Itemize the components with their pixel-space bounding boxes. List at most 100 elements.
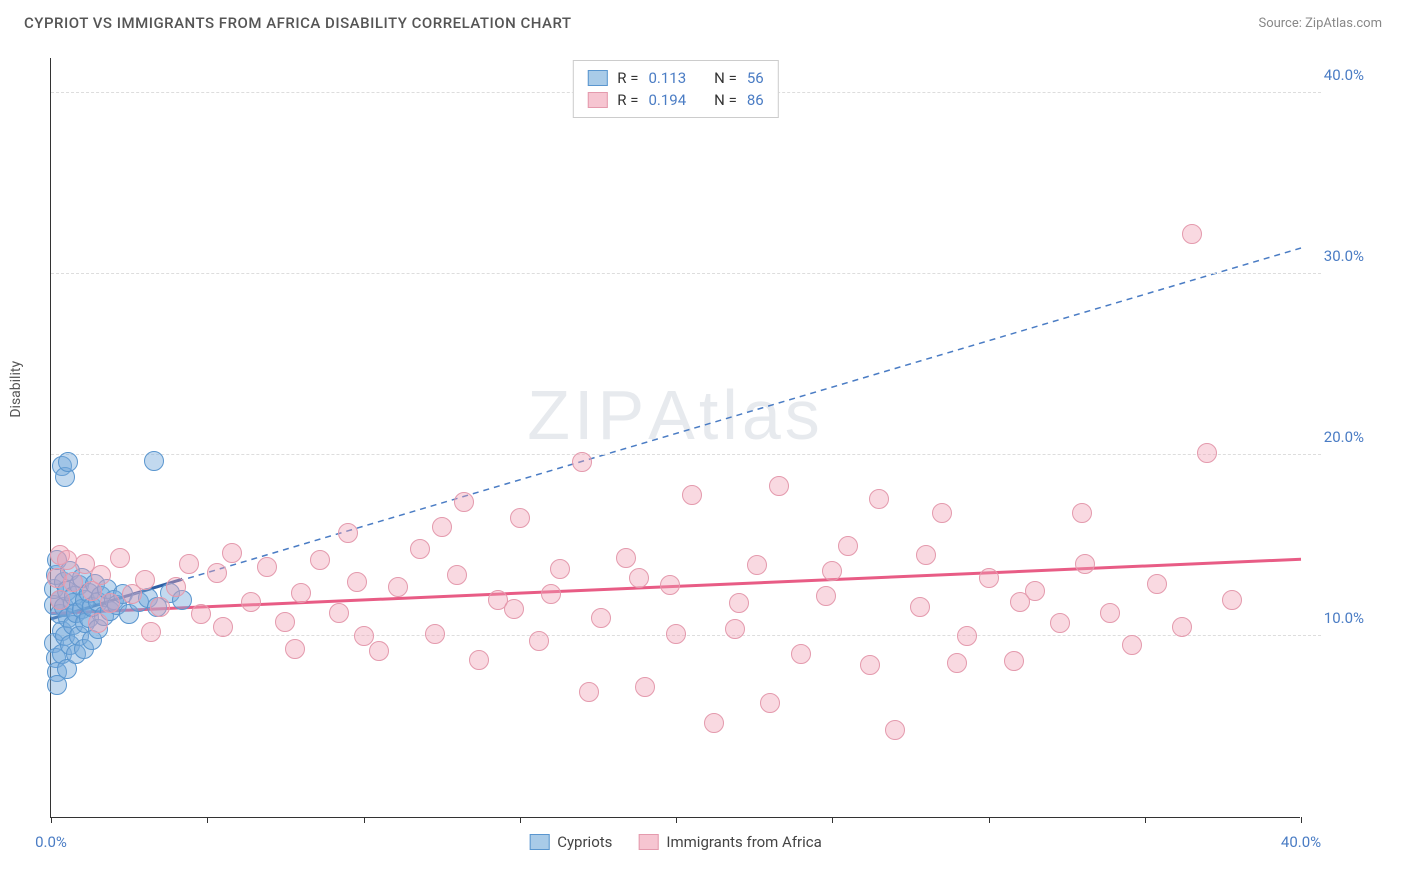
data-point xyxy=(369,641,389,661)
data-point xyxy=(869,489,889,509)
legend-label: Immigrants from Africa xyxy=(666,833,821,851)
data-point xyxy=(885,720,905,740)
data-point xyxy=(660,575,680,595)
data-point xyxy=(213,617,233,637)
data-point xyxy=(410,539,430,559)
gridline xyxy=(51,454,1321,455)
data-point xyxy=(100,593,120,613)
n-value-cypriots: 56 xyxy=(747,69,764,87)
data-point xyxy=(591,608,611,628)
data-point xyxy=(447,565,467,585)
swatch-cypriots xyxy=(587,70,607,86)
data-point xyxy=(725,619,745,639)
legend-item-africa: Immigrants from Africa xyxy=(638,833,821,851)
data-point xyxy=(1075,554,1095,574)
data-point xyxy=(454,492,474,512)
data-point xyxy=(579,682,599,702)
data-point xyxy=(729,593,749,613)
data-point xyxy=(572,452,592,472)
data-point xyxy=(310,550,330,570)
chart-title: CYPRIOT VS IMMIGRANTS FROM AFRICA DISABI… xyxy=(24,14,572,32)
n-value-africa: 86 xyxy=(747,91,764,109)
data-point xyxy=(63,572,83,592)
y-tick-label: 30.0% xyxy=(1324,247,1364,265)
data-point xyxy=(285,639,305,659)
data-point xyxy=(541,584,561,604)
correlation-legend: R = 0.113 N = 56 R = 0.194 N = 86 xyxy=(572,60,778,118)
series-legend: Cypriots Immigrants from Africa xyxy=(529,833,822,851)
y-tick-label: 20.0% xyxy=(1324,428,1364,446)
data-point xyxy=(529,631,549,651)
data-point xyxy=(57,550,77,570)
data-point xyxy=(329,603,349,623)
data-point xyxy=(275,612,295,632)
x-tick xyxy=(676,817,677,823)
data-point xyxy=(207,563,227,583)
y-tick-label: 10.0% xyxy=(1324,609,1364,627)
data-point xyxy=(432,517,452,537)
data-point xyxy=(747,555,767,575)
data-point xyxy=(504,599,524,619)
data-point xyxy=(222,543,242,563)
data-point xyxy=(1010,592,1030,612)
data-point xyxy=(469,650,489,670)
y-tick-label: 40.0% xyxy=(1324,66,1364,84)
data-point xyxy=(932,503,952,523)
x-tick xyxy=(51,817,52,823)
n-label: N = xyxy=(714,69,737,87)
data-point xyxy=(425,624,445,644)
x-tick xyxy=(207,817,208,823)
data-point xyxy=(838,536,858,556)
data-point xyxy=(791,644,811,664)
data-point xyxy=(144,451,164,471)
legend-row-africa: R = 0.194 N = 86 xyxy=(587,89,763,111)
data-point xyxy=(150,597,170,617)
r-value-cypriots: 0.113 xyxy=(648,69,686,87)
x-tick xyxy=(832,817,833,823)
data-point xyxy=(1050,613,1070,633)
chart-area: Disability ZIPAtlas R = 0.113 N = 56 R =… xyxy=(50,58,1370,818)
data-point xyxy=(1100,603,1120,623)
data-point xyxy=(347,572,367,592)
data-point xyxy=(979,568,999,588)
data-point xyxy=(1004,651,1024,671)
data-point xyxy=(910,597,930,617)
swatch-africa xyxy=(587,92,607,108)
swatch-africa xyxy=(638,834,658,850)
y-axis-label: Disability xyxy=(8,361,24,418)
data-point xyxy=(1172,617,1192,637)
data-point xyxy=(682,485,702,505)
legend-item-cypriots: Cypriots xyxy=(529,833,612,851)
r-label: R = xyxy=(617,91,638,109)
data-point xyxy=(88,613,108,633)
data-point xyxy=(338,523,358,543)
data-point xyxy=(666,624,686,644)
data-point xyxy=(91,565,111,585)
swatch-cypriots xyxy=(529,834,549,850)
watermark: ZIPAtlas xyxy=(527,375,824,455)
data-point xyxy=(822,561,842,581)
data-point xyxy=(1147,574,1167,594)
x-tick-label: 0.0% xyxy=(35,833,67,851)
scatter-plot: ZIPAtlas R = 0.113 N = 56 R = 0.194 N = … xyxy=(50,58,1300,818)
data-point xyxy=(58,452,78,472)
x-tick-label: 40.0% xyxy=(1281,833,1321,851)
data-point xyxy=(354,626,374,646)
r-label: R = xyxy=(617,69,638,87)
data-point xyxy=(616,548,636,568)
data-point xyxy=(816,586,836,606)
source-attribution: Source: ZipAtlas.com xyxy=(1258,16,1382,31)
trend-lines xyxy=(51,58,1301,818)
x-tick xyxy=(1145,817,1146,823)
data-point xyxy=(635,677,655,697)
x-tick xyxy=(364,817,365,823)
data-point xyxy=(947,653,967,673)
data-point xyxy=(769,476,789,496)
legend-row-cypriots: R = 0.113 N = 56 xyxy=(587,67,763,89)
data-point xyxy=(704,713,724,733)
data-point xyxy=(1072,503,1092,523)
data-point xyxy=(50,590,70,610)
data-point xyxy=(1197,443,1217,463)
data-point xyxy=(179,554,199,574)
n-label: N = xyxy=(714,91,737,109)
